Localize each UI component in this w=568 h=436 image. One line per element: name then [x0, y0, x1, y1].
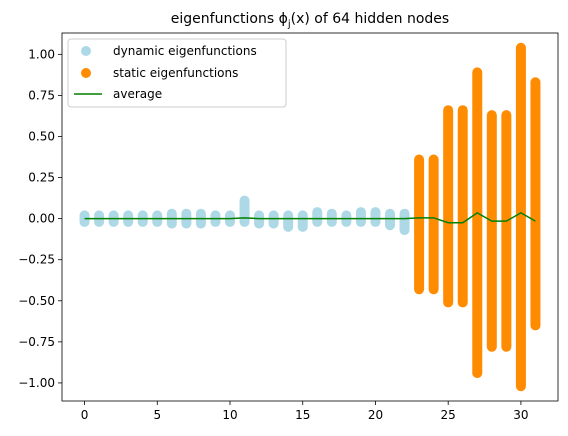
series-layer: [79, 42, 541, 392]
y-tick-label-4: 0.00: [28, 212, 55, 226]
x-tick-label-0: 0: [81, 408, 89, 422]
average-line: [84, 212, 536, 224]
x-tick-label-10: 10: [222, 408, 237, 422]
x-tick-label-25: 25: [441, 408, 456, 422]
x-tick-label-20: 20: [368, 408, 383, 422]
y-tick-label-8: 1.00: [28, 47, 55, 61]
chart-title: eigenfunctions ϕj(x) of 64 hidden nodes: [171, 11, 449, 30]
legend-marker-dynamic: [81, 46, 91, 56]
legend-marker-static: [81, 68, 91, 78]
y-tick-label-1: −0.75: [18, 335, 55, 349]
legend-box: [67, 38, 287, 108]
x-tick-label-5: 5: [153, 408, 161, 422]
y-tick-label-7: 0.75: [28, 88, 55, 102]
legend-label-average: average: [113, 87, 162, 101]
x-tick-label-30: 30: [513, 408, 528, 422]
chart-title-rest: (x) of 64 hidden nodes: [291, 11, 450, 27]
legend-label-dynamic: dynamic eigenfunctions: [113, 44, 257, 58]
legend: dynamic eigenfunctions static eigenfunct…: [67, 38, 287, 108]
axes-layer: 0 5 10 15 20 25 30 −1.00 −0.75 −0.50 −0.25 0.00 0.25…: [18, 32, 559, 422]
x-tick-label-15: 15: [295, 408, 310, 422]
y-tick-label-6: 0.50: [28, 130, 55, 144]
y-tick-label-0: −1.00: [18, 376, 55, 390]
chart-title-subscript: j: [287, 19, 291, 30]
axes-frame: [61, 32, 559, 402]
y-tick-label-2: −0.50: [18, 294, 55, 308]
legend-label-static: static eigenfunctions: [113, 66, 238, 80]
y-tick-label-5: 0.25: [28, 171, 55, 185]
y-tick-label-3: −0.25: [18, 253, 55, 267]
